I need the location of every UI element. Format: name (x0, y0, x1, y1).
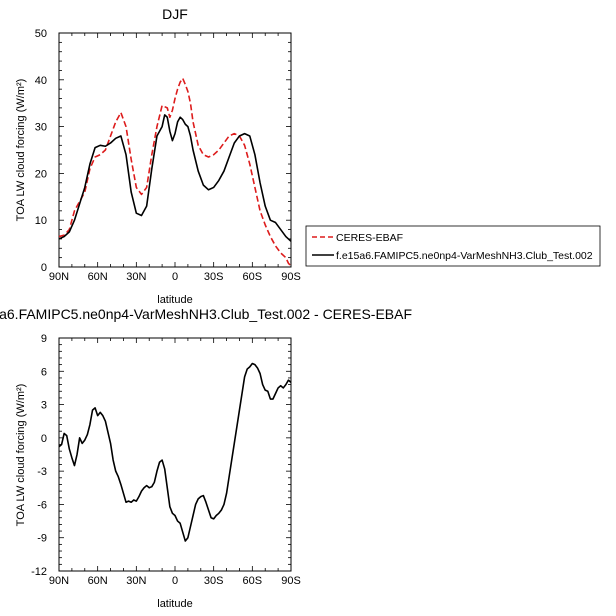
top-series-line-1 (58, 114, 292, 242)
bottom-plot-area (58, 337, 292, 572)
bottom-y-axis-label: TOA LW cloud forcing (W/m²) (15, 384, 27, 527)
bottom-x-axis-label: latitude (157, 598, 192, 610)
top-x-axis-label: latitude (157, 294, 192, 306)
bottom-x-tick-label: 60S (243, 575, 263, 587)
difference-panel: f.e15a6.FAMIPC5.ne0np4-VarMeshNH3.Club_T… (0, 306, 412, 610)
top-chart-title: DJF (162, 6, 188, 22)
bottom-x-tick-label: 90S (281, 575, 301, 587)
top-x-tick-label: 30S (204, 271, 224, 283)
bottom-plot-frame (58, 337, 292, 572)
legend-label-model: f.e15a6.FAMIPC5.ne0np4-VarMeshNH3.Club_T… (336, 250, 593, 262)
top-y-tick-label: 20 (35, 168, 47, 180)
bottom-x-tick-label: 30N (126, 575, 146, 587)
bottom-y-tick-label: 0 (41, 433, 47, 445)
top-y-axis-label: TOA LW cloud forcing (W/m²) (15, 79, 27, 222)
top-y-tick-label: 30 (35, 122, 47, 134)
bottom-ticks-group: 90N 60N 30N 0 30S 60S 90S -12 -9 -6 -3 0 3 6 9 (31, 333, 301, 587)
top-y-tick-label: 10 (35, 215, 47, 227)
top-ticks-group: 90N 60N 30N 0 30S 60S 90S 0 10 20 30 40 50 (35, 28, 301, 283)
top-series-group (58, 77, 292, 267)
bottom-x-tick-label: 60N (88, 575, 108, 587)
bottom-y-tick-label: -3 (37, 466, 47, 478)
bottom-x-tick-label: 0 (172, 575, 178, 587)
bottom-y-tick-label: -6 (37, 499, 47, 511)
top-x-tick-label: 60S (243, 271, 263, 283)
bottom-series-group (58, 362, 292, 542)
legend: CERES-EBAF f.e15a6.FAMIPC5.ne0np4-VarMes… (305, 225, 601, 267)
bottom-y-tick-label: 6 (41, 366, 47, 378)
bottom-y-tick-label: -12 (31, 566, 47, 578)
top-y-tick-label: 0 (41, 262, 47, 274)
top-x-tick-label: 90N (49, 271, 69, 283)
bottom-y-tick-label: -9 (37, 533, 47, 545)
djf-panel: DJF 90N 60N 30N 0 30S 60S 90S 0 10 20 30 40 50 latit… (15, 6, 301, 306)
legend-label-ceres: CERES-EBAF (336, 232, 403, 244)
bottom-chart-title: f.e15a6.FAMIPC5.ne0np4-VarMeshNH3.Club_T… (0, 306, 412, 322)
legend-box (305, 225, 601, 267)
top-y-tick-label: 50 (35, 28, 47, 40)
top-series-line-0 (58, 77, 292, 267)
top-x-tick-label: 0 (172, 271, 178, 283)
bottom-x-tick-label: 90N (49, 575, 69, 587)
top-x-tick-label: 90S (281, 271, 301, 283)
top-y-tick-label: 40 (35, 75, 47, 87)
bottom-y-tick-label: 3 (41, 400, 47, 412)
bottom-series-line-0 (58, 362, 292, 542)
top-x-tick-label: 60N (88, 271, 108, 283)
bottom-y-tick-label: 9 (41, 333, 47, 345)
bottom-x-tick-label: 30S (204, 575, 224, 587)
top-x-tick-label: 30N (126, 271, 146, 283)
